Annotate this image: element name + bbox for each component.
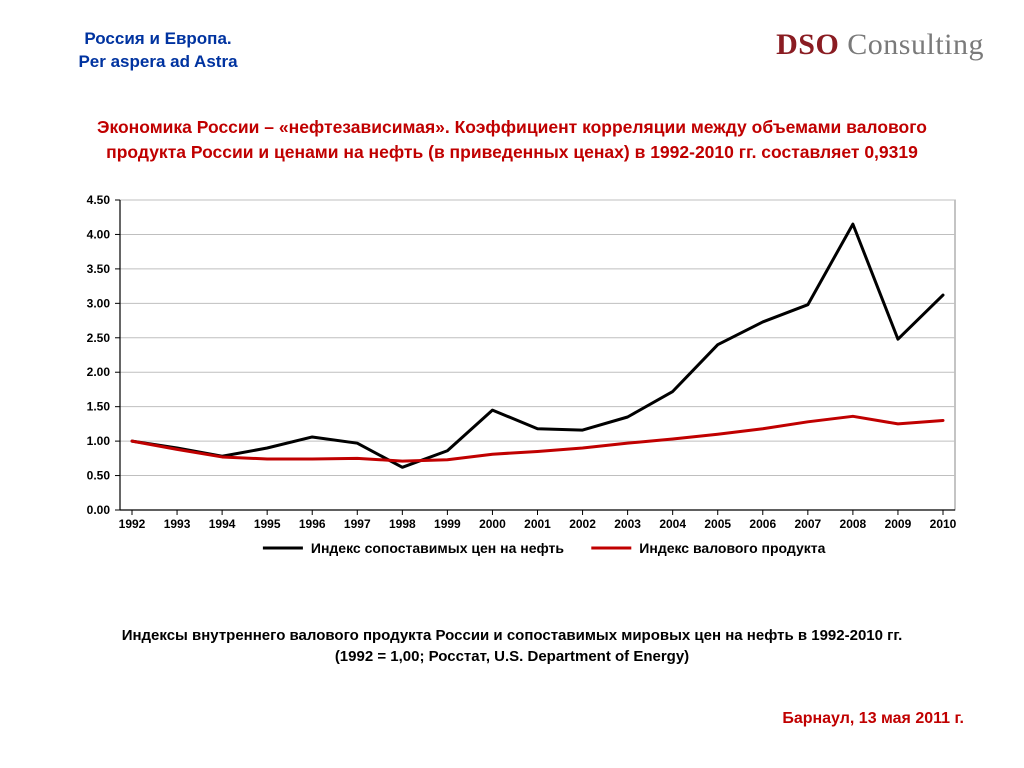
header-line1: Россия и Европа. bbox=[48, 28, 268, 51]
svg-text:1992: 1992 bbox=[119, 517, 146, 531]
svg-text:2.00: 2.00 bbox=[87, 365, 111, 379]
svg-text:2001: 2001 bbox=[524, 517, 551, 531]
svg-text:2002: 2002 bbox=[569, 517, 596, 531]
svg-text:Индекс сопоставимых цен на неф: Индекс сопоставимых цен на нефть bbox=[311, 540, 565, 556]
header-line2: Per aspera ad Astra bbox=[48, 51, 268, 74]
svg-text:2006: 2006 bbox=[749, 517, 776, 531]
svg-text:1998: 1998 bbox=[389, 517, 416, 531]
caption: Индексы внутреннего валового продукта Ро… bbox=[60, 625, 964, 669]
title-block: Экономика России – «нефтезависимая». Коэ… bbox=[40, 115, 984, 164]
svg-text:2004: 2004 bbox=[659, 517, 686, 531]
svg-text:1994: 1994 bbox=[209, 517, 236, 531]
svg-text:2009: 2009 bbox=[885, 517, 912, 531]
svg-text:4.50: 4.50 bbox=[87, 193, 111, 207]
svg-text:0.00: 0.00 bbox=[87, 503, 111, 517]
header-left: Россия и Европа. Per aspera ad Astra bbox=[48, 28, 268, 74]
slide-root: Россия и Европа. Per aspera ad Astra DSO… bbox=[0, 0, 1024, 768]
svg-text:3.00: 3.00 bbox=[87, 296, 111, 310]
svg-text:3.50: 3.50 bbox=[87, 262, 111, 276]
svg-text:Индекс валового продукта: Индекс валового продукта bbox=[639, 540, 825, 556]
svg-text:2000: 2000 bbox=[479, 517, 506, 531]
title-line2: продукта России и ценами на нефть (в при… bbox=[40, 140, 984, 165]
svg-text:2005: 2005 bbox=[704, 517, 731, 531]
svg-text:1997: 1997 bbox=[344, 517, 371, 531]
svg-text:2010: 2010 bbox=[930, 517, 957, 531]
logo-dso: DSO bbox=[776, 28, 847, 61]
svg-text:2008: 2008 bbox=[840, 517, 867, 531]
caption-line2: (1992 = 1,00; Росстат, U.S. Department o… bbox=[60, 646, 964, 668]
svg-text:1993: 1993 bbox=[164, 517, 191, 531]
svg-text:0.50: 0.50 bbox=[87, 469, 111, 483]
svg-text:4.00: 4.00 bbox=[87, 227, 111, 241]
footer: Барнаул, 13 мая 2011 г. bbox=[782, 710, 964, 728]
svg-text:1.50: 1.50 bbox=[87, 400, 111, 414]
chart: 0.00 0.50 1.00 1.50 2.00 2.50 3.00 3.50 4.00 4.50… bbox=[60, 190, 970, 590]
caption-line1: Индексы внутреннего валового продукта Ро… bbox=[60, 625, 964, 647]
svg-text:1.00: 1.00 bbox=[87, 434, 111, 448]
svg-text:2.50: 2.50 bbox=[87, 331, 111, 345]
svg-text:1995: 1995 bbox=[254, 517, 281, 531]
svg-text:2007: 2007 bbox=[794, 517, 821, 531]
logo-consulting: Consulting bbox=[847, 28, 984, 61]
svg-text:1996: 1996 bbox=[299, 517, 326, 531]
logo: DSO Consulting bbox=[776, 28, 984, 62]
chart-svg: 0.00 0.50 1.00 1.50 2.00 2.50 3.00 3.50 4.00 4.50… bbox=[60, 190, 970, 590]
svg-text:1999: 1999 bbox=[434, 517, 461, 531]
svg-text:2003: 2003 bbox=[614, 517, 641, 531]
title-line1: Экономика России – «нефтезависимая». Коэ… bbox=[40, 115, 984, 140]
